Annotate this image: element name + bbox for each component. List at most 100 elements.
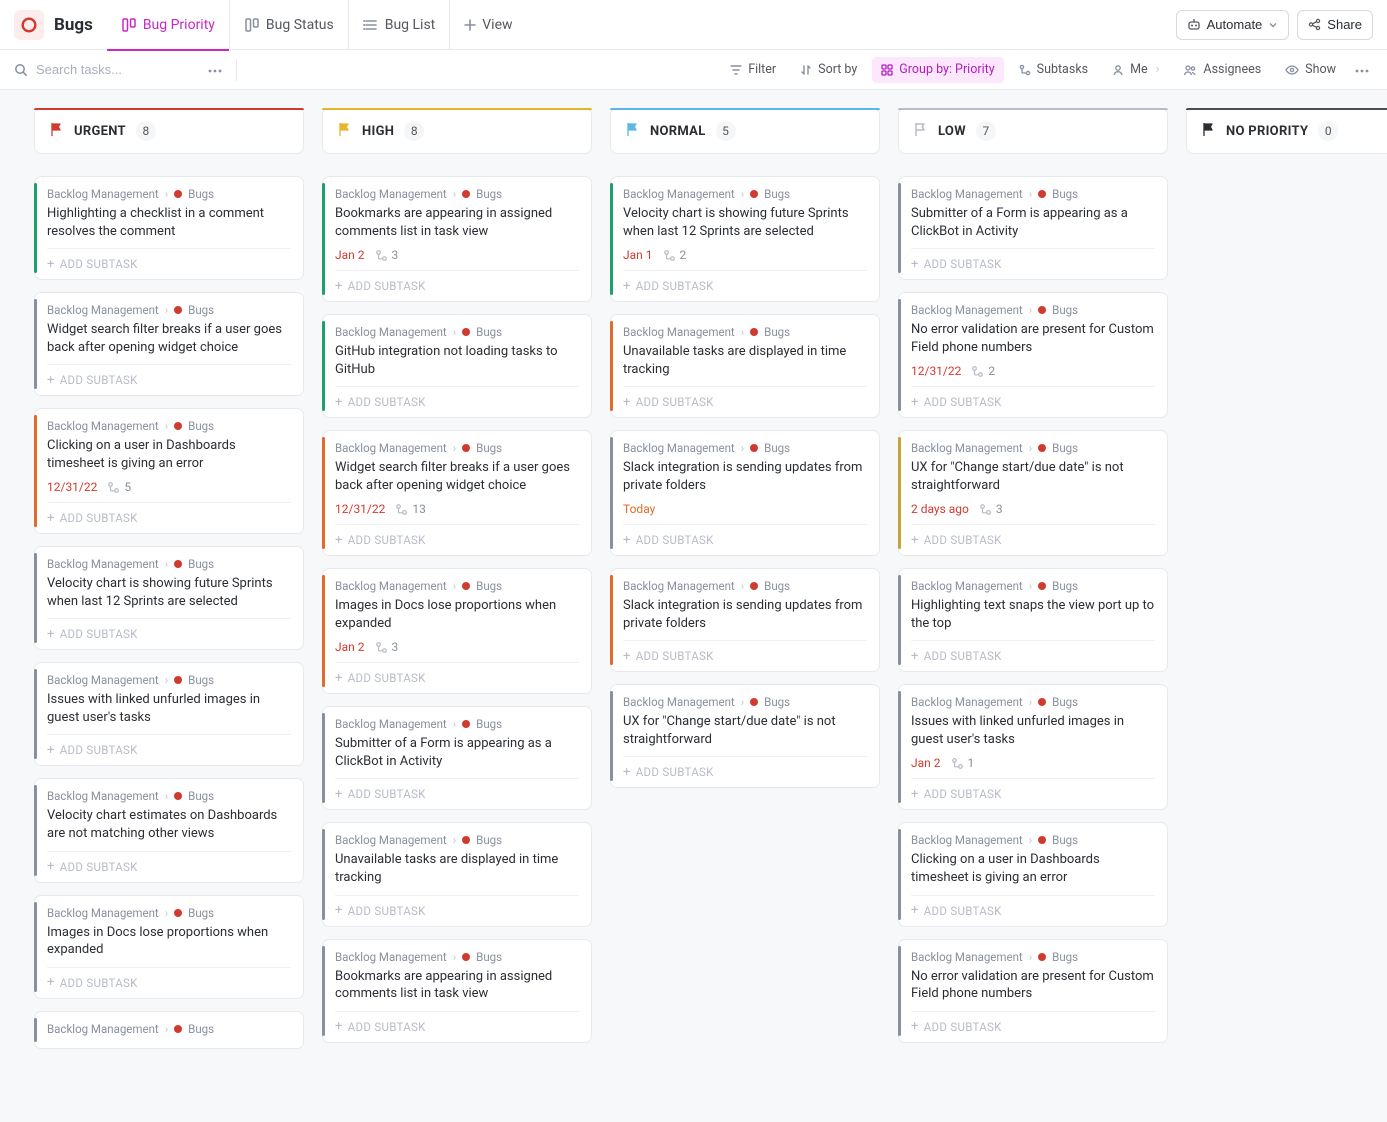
add-subtask-button[interactable]: + ADD SUBTASK: [47, 502, 291, 525]
view-tab-bug-priority[interactable]: Bug Priority: [107, 0, 230, 50]
view-tab-bug-list[interactable]: Bug List: [349, 0, 451, 50]
subtasks-button[interactable]: Subtasks: [1010, 57, 1097, 83]
me-button[interactable]: Me ›: [1103, 57, 1168, 83]
filter-button[interactable]: Filter: [721, 57, 785, 83]
task-card[interactable]: Backlog Management › Bugs UX for "Change…: [610, 684, 880, 788]
task-card[interactable]: Backlog Management › Bugs Velocity chart…: [610, 176, 880, 302]
column-title: NO PRIORITY: [1226, 124, 1308, 139]
add-subtask-button[interactable]: + ADD SUBTASK: [911, 640, 1155, 663]
search-more-button[interactable]: [204, 58, 226, 81]
subtask-count: 3: [375, 248, 399, 262]
search-icon: [14, 63, 28, 77]
breadcrumb: Backlog Management › Bugs: [623, 187, 867, 201]
column-header[interactable]: NORMAL 5: [610, 108, 880, 154]
add-subtask-button[interactable]: + ADD SUBTASK: [335, 662, 579, 685]
add-subtask-button[interactable]: + ADD SUBTASK: [623, 270, 867, 293]
task-card[interactable]: Backlog Management › Bugs Bookmarks are …: [322, 176, 592, 302]
task-card[interactable]: Backlog Management › Bugs Velocity chart…: [34, 546, 304, 650]
assignees-button[interactable]: Assignees: [1174, 57, 1270, 83]
task-card[interactable]: Backlog Management › Bugs Images in Docs…: [322, 568, 592, 694]
breadcrumb: Backlog Management › Bugs: [911, 441, 1155, 455]
add-subtask-button[interactable]: + ADD SUBTASK: [335, 895, 579, 918]
add-subtask-button[interactable]: + ADD SUBTASK: [911, 248, 1155, 271]
add-subtask-button[interactable]: + ADD SUBTASK: [47, 967, 291, 990]
column-header[interactable]: LOW 7: [898, 108, 1168, 154]
add-subtask-button[interactable]: + ADD SUBTASK: [47, 618, 291, 641]
task-card[interactable]: Backlog Management › Bugs GitHub integra…: [322, 314, 592, 418]
task-card[interactable]: Backlog Management › Bugs Highlighting a…: [34, 176, 304, 280]
add-subtask-button[interactable]: + ADD SUBTASK: [911, 895, 1155, 918]
task-card[interactable]: Backlog Management › Bugs UX for "Change…: [898, 430, 1168, 556]
show-button[interactable]: Show: [1276, 57, 1345, 83]
filter-icon: [730, 64, 742, 76]
chevron-down-icon: [1268, 20, 1278, 30]
task-card[interactable]: Backlog Management › Bugs Unavailable ta…: [610, 314, 880, 418]
task-card[interactable]: Backlog Management › Bugs Velocity chart…: [34, 778, 304, 882]
task-card[interactable]: Backlog Management › Bugs Submitter of a…: [898, 176, 1168, 280]
task-card[interactable]: Backlog Management › Bugs Clicking on a …: [898, 822, 1168, 926]
subtask-count: 1: [951, 756, 975, 770]
share-button[interactable]: Share: [1297, 10, 1373, 40]
board-icon: [121, 17, 137, 33]
column-count: 0: [1318, 121, 1338, 141]
add-subtask-button[interactable]: + ADD SUBTASK: [623, 640, 867, 663]
task-card[interactable]: Backlog Management › Bugs Bookmarks are …: [322, 939, 592, 1043]
card-title: No error validation are present for Cust…: [911, 321, 1155, 356]
add-subtask-button[interactable]: + ADD SUBTASK: [335, 778, 579, 801]
status-dot-icon: [750, 582, 758, 590]
breadcrumb: Backlog Management › Bugs: [335, 833, 579, 847]
add-subtask-button[interactable]: + ADD SUBTASK: [47, 734, 291, 757]
add-subtask-button[interactable]: + ADD SUBTASK: [335, 270, 579, 293]
task-card[interactable]: Backlog Management › Bugs: [34, 1011, 304, 1049]
search-input[interactable]: [36, 62, 196, 77]
column-header[interactable]: HIGH 8: [322, 108, 592, 154]
add-subtask-button[interactable]: + ADD SUBTASK: [335, 386, 579, 409]
task-card[interactable]: Backlog Management › Bugs Highlighting t…: [898, 568, 1168, 672]
card-title: Slack integration is sending updates fro…: [623, 597, 867, 632]
task-card[interactable]: Backlog Management › Bugs Unavailable ta…: [322, 822, 592, 926]
add-view-button[interactable]: View: [450, 17, 526, 33]
automate-button[interactable]: Automate: [1176, 10, 1290, 40]
task-card[interactable]: Backlog Management › Bugs Widget search …: [34, 292, 304, 396]
task-card[interactable]: Backlog Management › Bugs Issues with li…: [34, 662, 304, 766]
status-dot-icon: [750, 328, 758, 336]
status-dot-icon: [462, 444, 470, 452]
card-title: Slack integration is sending updates fro…: [623, 459, 867, 494]
add-subtask-button[interactable]: + ADD SUBTASK: [623, 386, 867, 409]
group-icon: [881, 64, 893, 76]
group-by-button[interactable]: Group by: Priority: [872, 57, 1003, 83]
view-tab-bug-status[interactable]: Bug Status: [230, 0, 349, 50]
add-subtask-button[interactable]: + ADD SUBTASK: [623, 524, 867, 547]
task-card[interactable]: Backlog Management › Bugs Images in Docs…: [34, 895, 304, 999]
task-card[interactable]: Backlog Management › Bugs Widget search …: [322, 430, 592, 556]
add-subtask-button[interactable]: + ADD SUBTASK: [911, 778, 1155, 801]
task-card[interactable]: Backlog Management › Bugs No error valid…: [898, 292, 1168, 418]
card-title: Widget search filter breaks if a user go…: [47, 321, 291, 356]
topbar: Bugs Bug PriorityBug StatusBug List View…: [0, 0, 1387, 50]
add-subtask-button[interactable]: + ADD SUBTASK: [47, 851, 291, 874]
task-card[interactable]: Backlog Management › Bugs No error valid…: [898, 939, 1168, 1043]
person-icon: [1112, 64, 1124, 76]
task-card[interactable]: Backlog Management › Bugs Clicking on a …: [34, 408, 304, 534]
add-subtask-button[interactable]: + ADD SUBTASK: [911, 524, 1155, 547]
sort-button[interactable]: Sort by: [791, 57, 866, 83]
column-header[interactable]: URGENT 8: [34, 108, 304, 154]
column-high: HIGH 8 Backlog Management › Bugs Bookmar…: [322, 108, 592, 1122]
card-title: Unavailable tasks are displayed in time …: [623, 343, 867, 378]
task-card[interactable]: Backlog Management › Bugs Issues with li…: [898, 684, 1168, 810]
add-subtask-button[interactable]: + ADD SUBTASK: [335, 1011, 579, 1034]
task-card[interactable]: Backlog Management › Bugs Slack integrat…: [610, 430, 880, 556]
toolbar-more-button[interactable]: [1351, 58, 1373, 81]
add-subtask-button[interactable]: + ADD SUBTASK: [47, 248, 291, 271]
add-subtask-button[interactable]: + ADD SUBTASK: [47, 364, 291, 387]
add-subtask-button[interactable]: + ADD SUBTASK: [911, 1011, 1155, 1034]
task-card[interactable]: Backlog Management › Bugs Slack integrat…: [610, 568, 880, 672]
add-subtask-button[interactable]: + ADD SUBTASK: [623, 756, 867, 779]
task-card[interactable]: Backlog Management › Bugs Submitter of a…: [322, 706, 592, 810]
due-date: Today: [623, 502, 655, 516]
add-subtask-button[interactable]: + ADD SUBTASK: [911, 386, 1155, 409]
column-header[interactable]: NO PRIORITY 0: [1186, 108, 1387, 154]
card-title: Bookmarks are appearing in assigned comm…: [335, 205, 579, 240]
add-subtask-button[interactable]: + ADD SUBTASK: [335, 524, 579, 547]
card-meta: 2 days ago 3: [911, 502, 1155, 516]
